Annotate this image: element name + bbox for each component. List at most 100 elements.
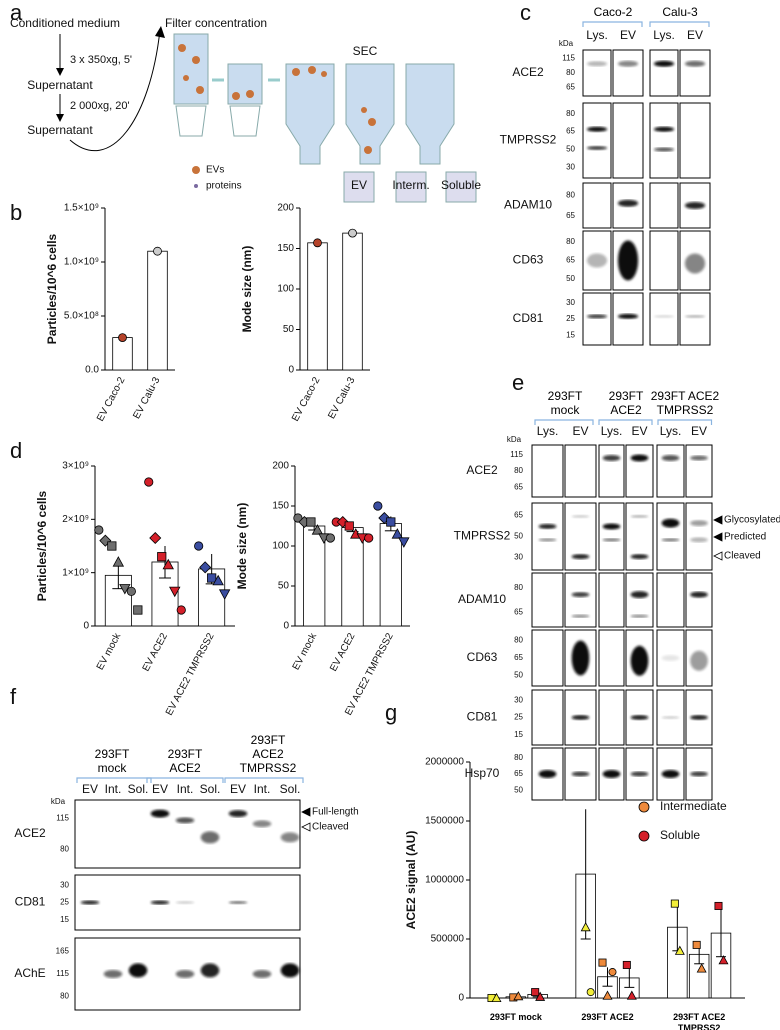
data-point — [531, 988, 540, 997]
kda-marker: 15 — [566, 330, 575, 339]
data-point — [714, 901, 723, 910]
blot-box — [656, 689, 685, 746]
y-tick-label: 2×10⁹ — [62, 514, 89, 525]
blot-box — [656, 444, 685, 498]
data-point — [126, 586, 136, 596]
band — [602, 455, 621, 461]
band — [252, 820, 272, 828]
kda-marker: 50 — [566, 145, 575, 154]
y-axis-label: Mode size (nm) — [240, 246, 254, 333]
data-point — [306, 517, 316, 527]
band — [690, 591, 708, 598]
band — [252, 970, 272, 978]
blot-box — [582, 102, 612, 179]
band — [280, 963, 300, 978]
blot-box — [685, 444, 713, 498]
band — [630, 514, 649, 518]
data-point — [199, 561, 212, 574]
group-bracket — [76, 777, 152, 783]
kda-marker: 65 — [514, 511, 523, 520]
data-point — [153, 246, 162, 256]
lane-label: Int. — [105, 782, 122, 796]
group-bracket — [649, 21, 710, 27]
panel-label: a — [10, 0, 23, 25]
band — [630, 645, 649, 676]
blot-box — [679, 102, 711, 179]
data-point — [348, 228, 357, 238]
data-point — [207, 573, 217, 583]
blot-box — [649, 49, 679, 97]
bar — [342, 232, 363, 371]
lane-label: EV — [687, 28, 703, 42]
x-tick-label: 293FT ACE2 TMPRSS2 — [673, 1012, 726, 1030]
data-point — [112, 556, 125, 567]
arrowhead — [56, 68, 64, 76]
y-tick-label: 1500000 — [425, 816, 464, 827]
band — [630, 614, 649, 618]
annotation: Glycosylated — [724, 515, 780, 526]
y-tick-label: 100 — [277, 284, 294, 295]
blot-box — [564, 502, 597, 571]
kda-marker: 115 — [56, 814, 69, 823]
kda-marker: 65 — [514, 769, 523, 778]
kda-marker: 30 — [514, 553, 523, 562]
arrowhead — [155, 26, 165, 38]
lane-label: Int. — [254, 782, 271, 796]
lane-group-header: 293FT ACE2 — [608, 389, 644, 417]
band — [175, 901, 195, 904]
annotation: Predicted — [724, 532, 766, 543]
step: Conditioned medium — [10, 16, 120, 30]
data-point — [157, 552, 167, 562]
blot-box — [656, 572, 685, 628]
kda-marker: 50 — [566, 274, 575, 283]
data-point — [313, 238, 322, 248]
annotation-arrow — [713, 515, 723, 525]
data-point — [580, 922, 591, 932]
band — [630, 554, 649, 560]
kda-marker: 25 — [60, 898, 69, 907]
bar — [379, 523, 402, 627]
band — [586, 146, 608, 150]
data-point — [364, 533, 374, 543]
band — [661, 770, 680, 778]
data-point — [598, 958, 607, 967]
kda-marker: 80 — [514, 583, 523, 592]
fraction: Soluble — [441, 178, 481, 192]
data-point — [118, 333, 127, 343]
row-label: AChE — [14, 966, 45, 980]
annotation-arrow — [301, 822, 311, 832]
band — [661, 655, 680, 661]
band — [653, 126, 675, 132]
y-tick-label: 200 — [277, 203, 294, 214]
band — [200, 963, 220, 978]
blot-box — [685, 572, 713, 628]
band — [538, 538, 557, 542]
kda-marker: 80 — [514, 636, 523, 645]
kda-label: kDa — [51, 797, 66, 806]
x-tick-label: EV Calu-3 — [326, 375, 357, 421]
blot-box — [649, 102, 679, 179]
y-tick-label: 0 — [83, 621, 89, 632]
band — [617, 240, 639, 281]
kda-marker: 80 — [514, 466, 523, 475]
row-label: TMPRSS2 — [454, 529, 511, 543]
band — [228, 901, 248, 904]
legend-label: Soluble — [660, 828, 700, 842]
panel-label: e — [512, 370, 524, 395]
blot-box — [564, 629, 597, 687]
band — [571, 614, 590, 618]
annotation: Cleaved — [724, 551, 761, 562]
data-point — [133, 605, 143, 615]
row-label: ADAM10 — [458, 592, 506, 606]
x-tick-label: EV mock — [95, 631, 124, 672]
blot-box — [564, 689, 597, 746]
y-tick-label: 0.0 — [85, 365, 99, 376]
band — [128, 963, 148, 978]
blot-box — [612, 102, 644, 179]
band — [586, 253, 608, 268]
x-tick-label: EV Caco-2 — [95, 375, 128, 423]
band — [630, 454, 649, 462]
data-point — [149, 531, 162, 545]
data-point — [144, 477, 154, 487]
